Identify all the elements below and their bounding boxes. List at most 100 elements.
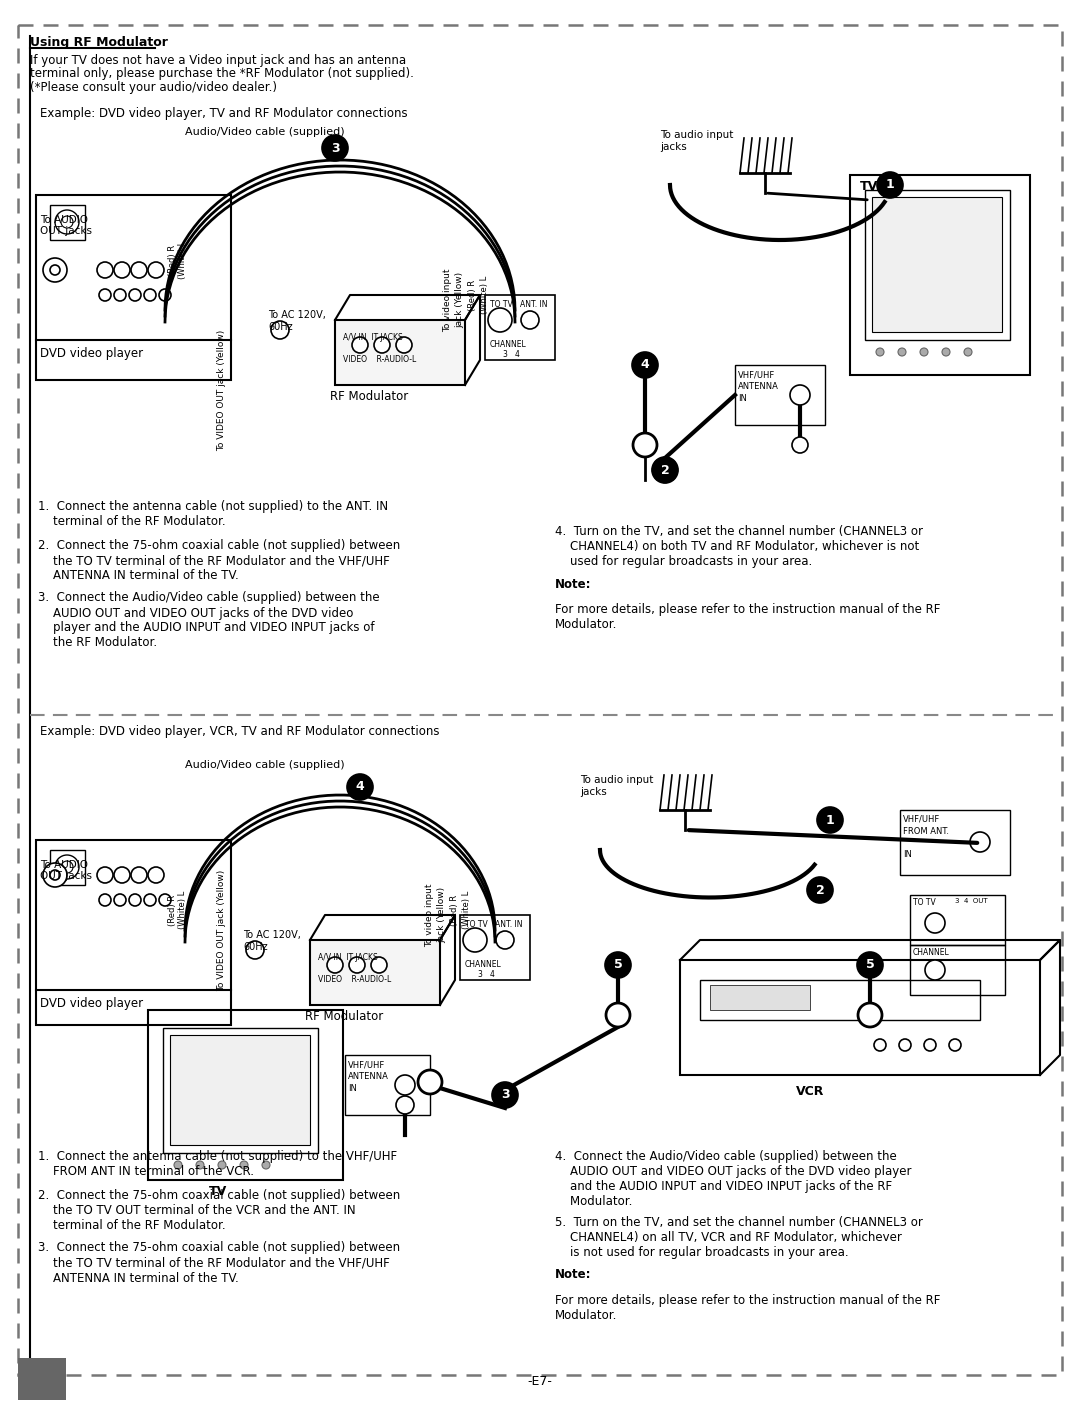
Circle shape — [148, 262, 164, 279]
Text: (White) L: (White) L — [178, 241, 188, 279]
Text: Note:: Note: — [555, 577, 592, 591]
Bar — [36, 840, 231, 1026]
Text: TV: TV — [208, 1185, 227, 1197]
Bar — [345, 1055, 430, 1114]
Text: DVD video player: DVD video player — [40, 998, 144, 1010]
Text: 1.  Connect the antenna cable (not supplied) to the ANT. IN
    terminal of the : 1. Connect the antenna cable (not suppli… — [38, 499, 388, 528]
Circle shape — [97, 262, 113, 279]
Circle shape — [129, 288, 141, 301]
Circle shape — [144, 893, 156, 906]
Text: TV: TV — [860, 180, 878, 193]
Text: To audio input: To audio input — [580, 775, 653, 785]
Text: 5: 5 — [613, 958, 622, 971]
Bar — [680, 960, 1040, 1075]
Bar — [735, 364, 825, 425]
Circle shape — [858, 953, 883, 978]
Text: VHF/UHF: VHF/UHF — [348, 1059, 386, 1069]
Text: 2: 2 — [661, 463, 670, 477]
Text: (Red) R: (Red) R — [167, 895, 176, 926]
Bar — [50, 850, 85, 885]
Circle shape — [131, 867, 147, 884]
Circle shape — [924, 913, 945, 933]
Text: (Red) R: (Red) R — [449, 895, 459, 926]
Circle shape — [174, 1161, 183, 1169]
Circle shape — [347, 774, 373, 801]
Text: 60Hz: 60Hz — [243, 943, 268, 953]
Text: 3.  Connect the Audio/Video cable (supplied) between the
    AUDIO OUT and VIDEO: 3. Connect the Audio/Video cable (suppli… — [38, 591, 380, 650]
Circle shape — [374, 338, 390, 353]
Circle shape — [396, 338, 411, 353]
Circle shape — [789, 386, 810, 405]
Text: 3   4: 3 4 — [478, 969, 495, 979]
Text: 2.  Connect the 75-ohm coaxial cable (not supplied) between
    the TO TV termin: 2. Connect the 75-ohm coaxial cable (not… — [38, 539, 401, 582]
Circle shape — [606, 1003, 630, 1027]
Circle shape — [99, 288, 111, 301]
Text: TO TV: TO TV — [490, 300, 513, 310]
Text: ANTENNA: ANTENNA — [348, 1072, 389, 1081]
Circle shape — [876, 348, 885, 356]
Text: VHF/UHF: VHF/UHF — [903, 815, 941, 825]
Bar — [310, 940, 440, 1005]
Text: 4.  Connect the Audio/Video cable (supplied) between the
    AUDIO OUT and VIDEO: 4. Connect the Audio/Video cable (suppli… — [555, 1150, 912, 1209]
Text: jacks: jacks — [660, 142, 687, 152]
Circle shape — [897, 348, 906, 356]
Bar — [335, 319, 465, 386]
Text: VCR: VCR — [796, 1085, 824, 1097]
Circle shape — [159, 893, 171, 906]
Text: 3: 3 — [330, 142, 339, 155]
Text: 2.  Connect the 75-ohm coaxial cable (not supplied) between
    the TO TV OUT te: 2. Connect the 75-ohm coaxial cable (not… — [38, 1189, 401, 1233]
Circle shape — [50, 870, 60, 879]
Text: (White) L: (White) L — [178, 891, 188, 929]
Bar — [872, 197, 1002, 332]
Circle shape — [949, 1038, 961, 1051]
Circle shape — [605, 953, 631, 978]
Text: ANT. IN: ANT. IN — [519, 300, 548, 310]
Circle shape — [195, 1161, 204, 1169]
Bar — [700, 981, 980, 1020]
Circle shape — [652, 457, 678, 483]
Circle shape — [327, 957, 343, 974]
Text: For more details, please refer to the instruction manual of the RF
Modulator.: For more details, please refer to the in… — [555, 1294, 941, 1323]
Text: 60Hz: 60Hz — [268, 322, 293, 332]
Text: IN: IN — [738, 394, 747, 402]
Text: (Red) R: (Red) R — [167, 245, 176, 276]
Text: 4: 4 — [640, 359, 649, 371]
Text: To AC 120V,: To AC 120V, — [243, 930, 301, 940]
Text: 3.  Connect the 75-ohm coaxial cable (not supplied) between
    the TO TV termin: 3. Connect the 75-ohm coaxial cable (not… — [38, 1241, 400, 1285]
Text: Audio/Video cable (supplied): Audio/Video cable (supplied) — [185, 760, 345, 770]
Circle shape — [99, 893, 111, 906]
Circle shape — [418, 1069, 442, 1095]
Circle shape — [43, 257, 67, 281]
Text: RF Modulator: RF Modulator — [305, 1010, 383, 1023]
Text: 3   4: 3 4 — [503, 350, 519, 359]
Circle shape — [488, 308, 512, 332]
Bar — [710, 985, 810, 1010]
Circle shape — [632, 352, 658, 378]
Text: Example: DVD video player, TV and RF Modulator connections: Example: DVD video player, TV and RF Mod… — [40, 107, 407, 120]
Text: To video input: To video input — [426, 884, 434, 947]
Circle shape — [920, 348, 928, 356]
Text: TO TV: TO TV — [465, 920, 488, 929]
Circle shape — [50, 265, 60, 274]
Circle shape — [653, 459, 677, 483]
Circle shape — [816, 808, 843, 833]
Bar — [36, 196, 231, 380]
Circle shape — [395, 1075, 415, 1095]
Text: -E7-: -E7- — [527, 1375, 553, 1387]
Circle shape — [262, 1161, 270, 1169]
Text: To audio input: To audio input — [660, 129, 733, 141]
Circle shape — [874, 1038, 886, 1051]
Text: VIDEO    R-AUDIO-L: VIDEO R-AUDIO-L — [318, 975, 391, 983]
Text: 5: 5 — [866, 958, 875, 971]
Text: To AUDIO: To AUDIO — [40, 215, 87, 225]
Circle shape — [924, 960, 945, 981]
Text: A/V IN  IT JACKS: A/V IN IT JACKS — [343, 333, 403, 342]
Bar — [900, 810, 1010, 875]
Text: Using RF Modulator: Using RF Modulator — [30, 37, 167, 49]
Circle shape — [942, 348, 950, 356]
Text: jack (Yellow): jack (Yellow) — [437, 886, 446, 943]
Text: 1: 1 — [825, 813, 835, 826]
Circle shape — [131, 262, 147, 279]
Text: To AC 120V,: To AC 120V, — [268, 310, 326, 319]
Circle shape — [218, 1161, 226, 1169]
